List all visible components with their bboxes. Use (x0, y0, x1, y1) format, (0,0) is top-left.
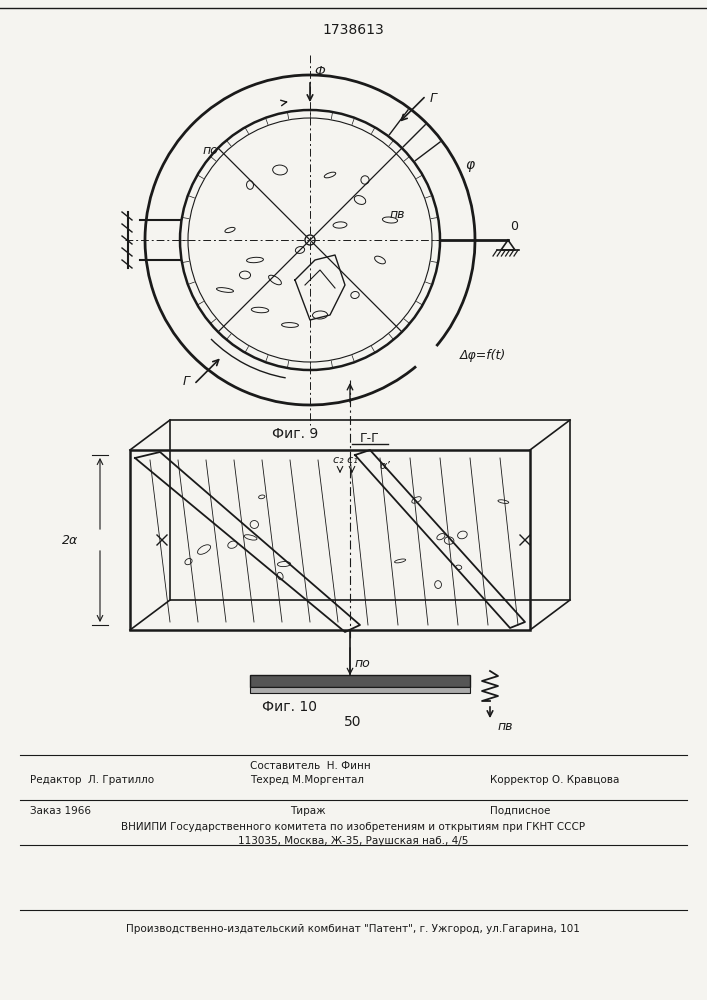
Text: c₂ c₁: c₂ c₁ (332, 455, 357, 465)
Text: 0: 0 (510, 220, 518, 232)
Text: Ф: Ф (314, 65, 325, 78)
Text: Подписное: Подписное (490, 806, 550, 816)
Text: Тираж: Тираж (290, 806, 326, 816)
Text: Производственно-издательский комбинат "Патент", г. Ужгород, ул.Гагарина, 101: Производственно-издательский комбинат "П… (126, 924, 580, 934)
Text: Техред М.Моргентал: Техред М.Моргентал (250, 775, 364, 785)
Text: φ: φ (465, 158, 474, 172)
Text: пв: пв (498, 720, 513, 732)
Text: Фиг. 9: Фиг. 9 (272, 427, 318, 441)
Bar (130, 450, 530, 630)
Text: Редактор  Л. Гратилло: Редактор Л. Гратилло (30, 775, 154, 785)
Text: по: по (355, 657, 370, 670)
Text: Г-Г: Г-Г (360, 432, 380, 444)
Text: 113035, Москва, Ж-35, Раушская наб., 4/5: 113035, Москва, Ж-35, Раушская наб., 4/5 (238, 836, 468, 846)
Bar (250, 687, 470, 693)
Bar (170, 420, 570, 600)
Text: по: по (202, 143, 218, 156)
Text: Заказ 1966: Заказ 1966 (30, 806, 91, 816)
Text: 2α: 2α (62, 534, 78, 546)
Text: Фиг. 10: Фиг. 10 (262, 700, 317, 714)
Text: Составитель  Н. Финн: Составитель Н. Финн (250, 761, 370, 771)
Text: ВНИИПИ Государственного комитета по изобретениям и открытиям при ГКНТ СССР: ВНИИПИ Государственного комитета по изоб… (121, 822, 585, 832)
Text: 50: 50 (344, 715, 362, 729)
Text: Г: Г (183, 375, 190, 388)
Text: 1738613: 1738613 (322, 23, 384, 37)
Text: Корректор О. Кравцова: Корректор О. Кравцова (490, 775, 619, 785)
Text: α’: α’ (380, 461, 391, 471)
Text: Δφ=f(t): Δφ=f(t) (460, 349, 506, 361)
Text: Г: Г (430, 92, 437, 105)
Text: пв: пв (390, 209, 406, 222)
Bar (250, 675, 470, 687)
